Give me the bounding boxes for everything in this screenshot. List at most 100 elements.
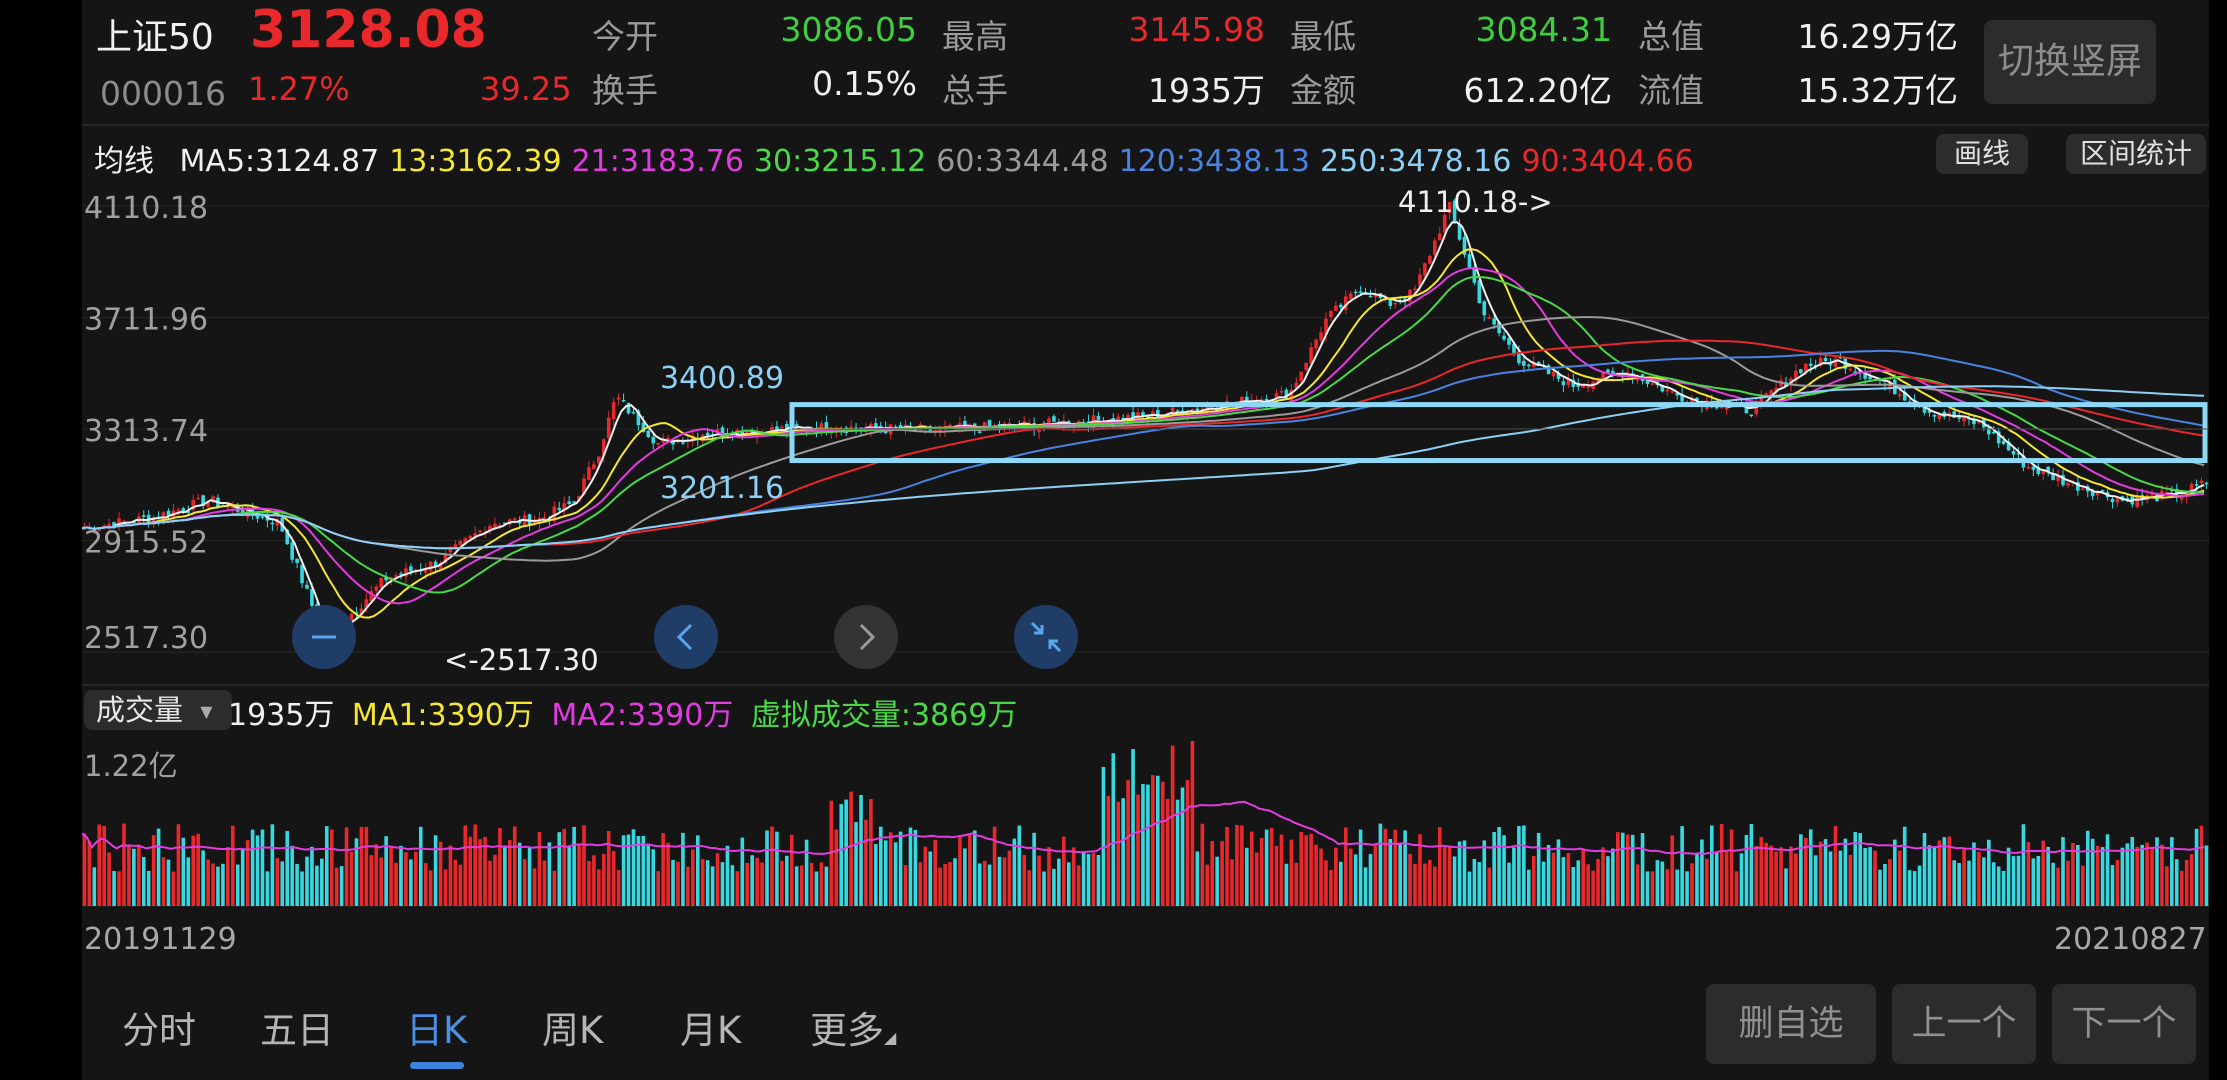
volume-bar: [646, 843, 651, 906]
candle-body: [1146, 416, 1150, 419]
volume-bar: [2160, 844, 2164, 906]
volume-bar: [1091, 852, 1096, 906]
candle-body: [230, 505, 235, 508]
candle-body: [1561, 381, 1566, 386]
volume-bar: [780, 860, 784, 906]
volume-bar: [1121, 798, 1125, 906]
volume-bar: [122, 823, 126, 906]
indicator-selector[interactable]: 成交量 ▼: [84, 690, 232, 730]
volume-bar: [1937, 840, 1942, 906]
volume-bar: [1670, 835, 1675, 906]
volume-bar: [1155, 775, 1160, 906]
tab-1[interactable]: 五日: [260, 1000, 334, 1054]
scroll-left-button[interactable]: [654, 605, 718, 669]
volume-bar: [1586, 864, 1590, 906]
volume-bar: [1502, 835, 1506, 906]
ma-values: MA5:3124.87 13:3162.39 21:3183.76 30:3215.1…: [180, 144, 1704, 179]
stat-value: 0.15%: [812, 64, 917, 103]
tab-0[interactable]: 分时: [122, 1000, 196, 1054]
volume-bar: [443, 869, 448, 906]
ma-value: 250:3478.16: [1320, 144, 1512, 179]
volume-bar: [315, 865, 319, 906]
candle-body: [448, 549, 453, 553]
candle-body: [893, 426, 898, 429]
ma-value: 13:3162.39: [389, 144, 562, 179]
candle-body: [488, 525, 492, 531]
range-stats-button[interactable]: 区间统计: [2066, 134, 2206, 174]
volume-bar: [1566, 853, 1571, 906]
candle-body: [2194, 484, 2199, 486]
volume-bar: [1873, 850, 1877, 906]
volume-bar: [681, 832, 685, 906]
volume-bar: [2026, 842, 2031, 906]
candle-body: [611, 402, 616, 419]
volume-bar: [1907, 870, 1912, 906]
volume-bar: [671, 859, 675, 906]
volume-bar: [463, 825, 468, 906]
candle-body: [1769, 390, 1773, 397]
volume-chart[interactable]: 1.22亿: [82, 736, 2209, 910]
change-percent: 1.27%: [248, 70, 350, 108]
draw-line-button[interactable]: 画线: [1936, 134, 2028, 174]
tab-4[interactable]: 月K: [680, 1000, 741, 1054]
volume-bar: [112, 871, 116, 906]
candle-body: [438, 563, 443, 570]
candle-body: [478, 530, 482, 533]
candle-body: [1611, 370, 1615, 374]
volume-bar: [888, 832, 893, 906]
volume-bar: [1215, 856, 1219, 906]
switch-portrait-button[interactable]: 切换竖屏: [1984, 20, 2156, 104]
candle-body: [1304, 362, 1308, 371]
volume-bar: [2194, 828, 2199, 906]
price-axis-label: 4110.18: [84, 191, 208, 226]
next-stock-button[interactable]: 下一个: [2052, 984, 2196, 1064]
volume-bar: [527, 847, 532, 906]
candle-body: [1497, 322, 1501, 334]
volume-bar: [166, 859, 171, 906]
volume-bar: [354, 838, 359, 906]
tab-2[interactable]: 日K: [406, 1000, 467, 1069]
zoom-out-button[interactable]: [292, 605, 356, 669]
volume-bar: [572, 826, 576, 906]
volume-bar: [300, 871, 304, 906]
kline-chart[interactable]: 4110.18 3711.96 3313.74 2915.52 2517.30 4110.…: [82, 182, 2209, 682]
volume-bar: [1284, 863, 1289, 906]
candle-body: [567, 501, 571, 504]
volume-bar: [196, 833, 200, 906]
candle-body: [1823, 357, 1828, 362]
candle-body: [443, 553, 448, 563]
scroll-right-button[interactable]: [834, 605, 898, 669]
candle-body: [1319, 332, 1323, 341]
ma-bar: 均线 MA5:3124.87 13:3162.39 21:3183.76 30:321…: [94, 136, 1704, 180]
price-axis-label: 3711.96: [84, 303, 208, 338]
volume-bar: [1522, 825, 1526, 906]
collapse-button[interactable]: [1014, 605, 1078, 669]
volume-bar: [2140, 844, 2144, 906]
previous-stock-button[interactable]: 上一个: [1892, 984, 2036, 1064]
volume-bar: [1111, 753, 1116, 906]
candle-body: [557, 507, 562, 511]
volume-bar: [161, 857, 166, 906]
remove-watchlist-button[interactable]: 删自选: [1706, 984, 1876, 1064]
volume-bar: [1205, 864, 1210, 906]
volume-bar: [710, 866, 715, 906]
volume-bar: [1942, 837, 1947, 906]
tab-3[interactable]: 周K: [542, 1000, 603, 1054]
volume-bar: [1833, 826, 1838, 906]
volume-bar: [1611, 848, 1615, 906]
volume-bar: [1601, 847, 1605, 906]
candle-body: [646, 430, 651, 438]
volume-ma1: MA1:3390万: [351, 698, 534, 733]
volume-bar: [2125, 843, 2130, 906]
volume-bar: [2046, 846, 2050, 906]
volume-bar: [1858, 833, 1862, 906]
candle-body: [1566, 378, 1571, 386]
candle-body: [151, 517, 156, 525]
volume-bar: [676, 861, 680, 906]
ma-value: 90:3404.66: [1521, 144, 1694, 179]
volume-bar: [1304, 835, 1308, 906]
volume-bar: [1556, 839, 1561, 906]
volume-bar: [1047, 847, 1051, 906]
candle-body: [794, 424, 799, 427]
tab-5[interactable]: 更多◢: [810, 1000, 896, 1054]
